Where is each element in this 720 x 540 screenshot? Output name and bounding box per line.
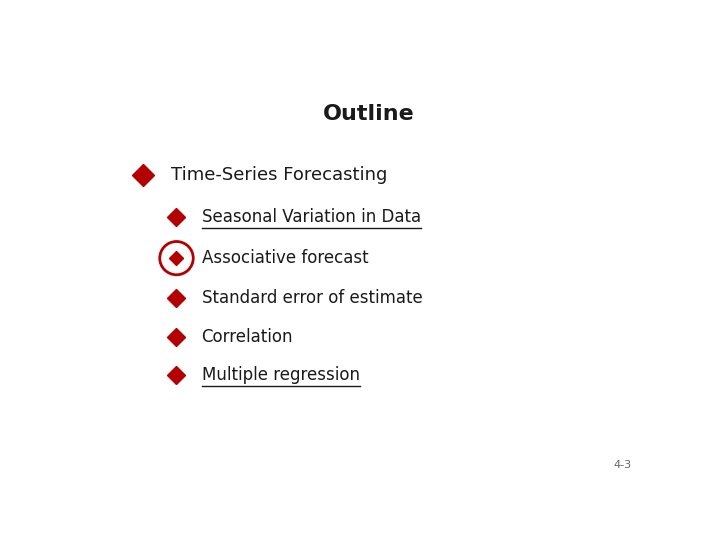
Text: Outline: Outline [323, 104, 415, 124]
Text: Standard error of estimate: Standard error of estimate [202, 289, 423, 307]
Text: 4-3: 4-3 [613, 460, 631, 470]
Text: Multiple regression: Multiple regression [202, 366, 359, 383]
Text: Seasonal Variation in Data: Seasonal Variation in Data [202, 207, 420, 226]
Text: Time-Series Forecasting: Time-Series Forecasting [171, 166, 387, 184]
Text: Associative forecast: Associative forecast [202, 249, 368, 267]
Text: Correlation: Correlation [202, 328, 293, 346]
